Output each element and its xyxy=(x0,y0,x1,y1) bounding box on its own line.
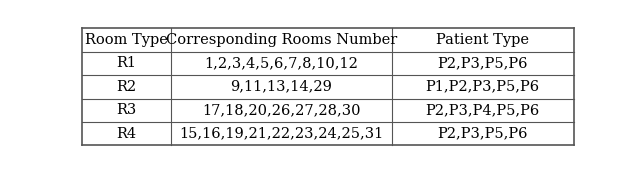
Text: P2,P3,P5,P6: P2,P3,P5,P6 xyxy=(437,56,528,70)
Text: Room Type: Room Type xyxy=(85,33,168,47)
Text: P2,P3,P5,P6: P2,P3,P5,P6 xyxy=(437,127,528,141)
Text: P1,P2,P3,P5,P6: P1,P2,P3,P5,P6 xyxy=(426,80,540,94)
Text: P2,P3,P4,P5,P6: P2,P3,P4,P5,P6 xyxy=(426,103,540,117)
Text: 1,2,3,4,5,6,7,8,10,12: 1,2,3,4,5,6,7,8,10,12 xyxy=(204,56,358,70)
Text: 9,11,13,14,29: 9,11,13,14,29 xyxy=(230,80,332,94)
Text: 15,16,19,21,22,23,24,25,31: 15,16,19,21,22,23,24,25,31 xyxy=(179,127,383,141)
Text: R2: R2 xyxy=(116,80,137,94)
Text: R3: R3 xyxy=(116,103,137,117)
Text: R4: R4 xyxy=(116,127,137,141)
Text: R1: R1 xyxy=(116,56,137,70)
Text: Corresponding Rooms Number: Corresponding Rooms Number xyxy=(166,33,397,47)
Text: 17,18,20,26,27,28,30: 17,18,20,26,27,28,30 xyxy=(202,103,360,117)
Text: Patient Type: Patient Type xyxy=(436,33,529,47)
